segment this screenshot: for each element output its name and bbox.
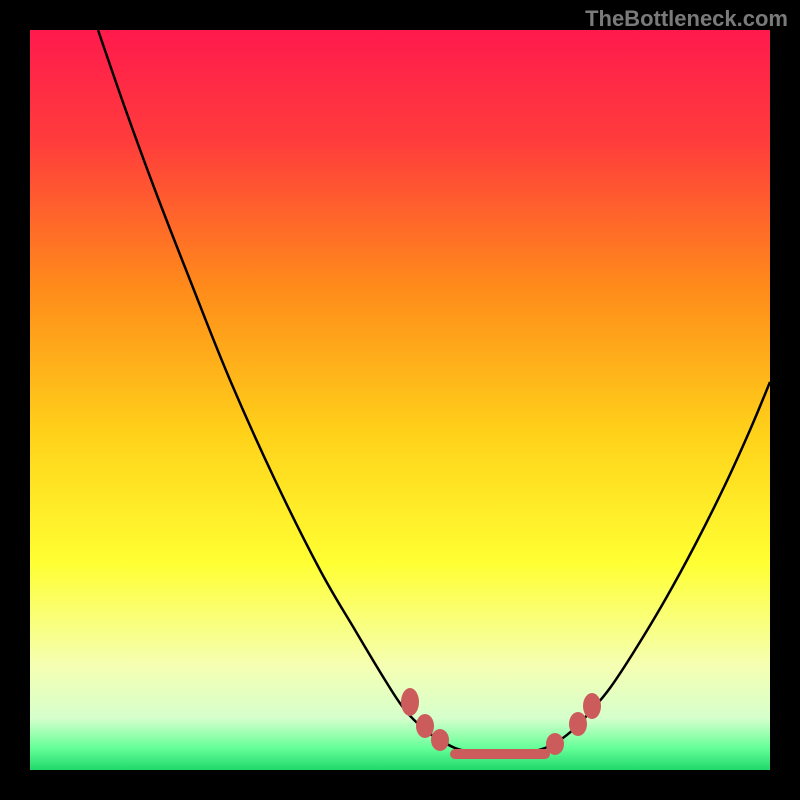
marker-2 (431, 729, 449, 751)
marker-4 (569, 712, 587, 736)
chart-plot-area (30, 30, 770, 770)
chart-background (30, 30, 770, 770)
marker-1 (416, 714, 434, 738)
watermark-text: TheBottleneck.com (585, 6, 788, 32)
marker-3 (546, 733, 564, 755)
chart-svg (30, 30, 770, 770)
marker-5 (583, 693, 601, 719)
marker-0 (401, 688, 419, 716)
